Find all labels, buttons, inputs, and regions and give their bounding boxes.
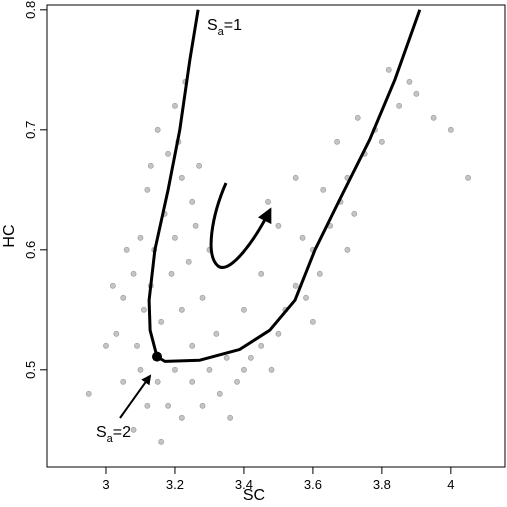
scatter-point xyxy=(130,426,137,433)
scatter-point xyxy=(147,162,154,169)
scatter-point xyxy=(168,270,175,277)
scatter-point xyxy=(213,330,220,337)
x-tick-label: 4 xyxy=(447,477,454,492)
scatter-point xyxy=(216,390,223,397)
scatter-point xyxy=(258,270,265,277)
plot-area xyxy=(85,9,471,445)
scatter-point xyxy=(141,306,147,313)
y-axis-title: HC xyxy=(1,224,18,247)
scatter-point xyxy=(385,66,392,73)
scatter-point xyxy=(303,294,309,301)
scatter-point xyxy=(120,378,127,385)
plot-frame xyxy=(46,4,506,468)
scatter-point xyxy=(351,210,358,217)
scatter-point xyxy=(292,174,299,181)
annotation-sub: a xyxy=(107,433,114,445)
scatter-point xyxy=(165,150,171,157)
scatter-point xyxy=(189,342,196,349)
curve xyxy=(147,9,422,363)
scatter-point xyxy=(144,186,151,193)
scatter-point xyxy=(185,258,192,265)
annotation-main: S xyxy=(96,424,107,441)
scatter-point xyxy=(172,102,178,109)
scatter-point xyxy=(196,162,202,169)
scatter-point xyxy=(396,102,403,109)
scatter-point xyxy=(320,186,327,193)
x-tick-label: 3.8 xyxy=(373,477,391,492)
scatter-point xyxy=(172,234,178,241)
direction-arrow xyxy=(209,182,272,269)
annotation-main: S xyxy=(207,17,218,34)
scatter-point xyxy=(430,114,437,121)
scatter-point xyxy=(234,378,240,385)
scatter-point xyxy=(241,306,247,313)
scatter-point xyxy=(265,198,271,205)
scatter-point xyxy=(109,282,116,289)
scatter-point xyxy=(189,198,196,205)
scatter-point xyxy=(192,222,199,229)
scatter-point xyxy=(354,114,361,121)
scatter-point xyxy=(316,270,323,277)
y-tick-label: 0.5 xyxy=(23,361,38,379)
scatter-point xyxy=(275,222,282,229)
annotation: Sa=2 xyxy=(96,424,131,445)
x-axis-title: SC xyxy=(243,487,265,504)
scatter-point xyxy=(137,366,144,373)
x-tick-label: 3 xyxy=(102,477,109,492)
annotation-sub: a xyxy=(218,26,225,38)
scatter-point xyxy=(299,234,306,241)
annotation: Sa=1 xyxy=(207,17,242,38)
scatter-point xyxy=(199,402,206,409)
scatter-point xyxy=(120,294,127,301)
scatter-point xyxy=(241,366,247,373)
scatter-point xyxy=(258,342,265,349)
scatter-point xyxy=(199,294,206,301)
scatter-point xyxy=(103,342,109,349)
scatter-point xyxy=(334,138,340,145)
scatter-point xyxy=(130,270,137,277)
scatter-point xyxy=(85,390,92,397)
y-tick-label: 0.6 xyxy=(23,241,38,259)
scatter-point xyxy=(189,378,196,385)
scatter-point xyxy=(406,78,413,85)
scatter-point xyxy=(123,246,130,253)
annotation-rest: =2 xyxy=(113,424,131,441)
scatter-point xyxy=(447,126,454,133)
scatter-point xyxy=(154,126,161,133)
marked-point xyxy=(152,351,163,362)
scatter-point xyxy=(137,234,144,241)
scatter-point xyxy=(275,330,282,337)
scatter-point xyxy=(378,138,385,145)
scatter-point xyxy=(413,90,420,97)
scatter-point xyxy=(158,318,165,325)
y-tick-label: 0.8 xyxy=(23,1,38,19)
scatter-point xyxy=(310,318,316,325)
scatter-point xyxy=(206,366,213,373)
scatter-point xyxy=(178,174,185,181)
scatter-point xyxy=(227,414,234,421)
scatter-point xyxy=(268,366,275,373)
scatter-point xyxy=(134,342,140,349)
scatter-point xyxy=(172,366,178,373)
scatter-point xyxy=(465,174,471,181)
x-tick-label: 3.6 xyxy=(304,477,322,492)
scatter-point xyxy=(165,402,171,409)
scatter-point xyxy=(247,354,254,361)
scatter-point xyxy=(223,354,230,361)
scatter-point xyxy=(178,414,185,421)
scatter-point xyxy=(292,282,299,289)
y-tick-label: 0.7 xyxy=(23,121,38,139)
scatter-point xyxy=(344,246,351,253)
x-tick-label: 3.4 xyxy=(235,477,253,492)
scatter-point xyxy=(178,306,185,313)
scatter-point xyxy=(154,378,161,385)
scatter-point xyxy=(144,402,151,409)
pointer-arrow xyxy=(119,374,152,419)
scatter-point xyxy=(158,438,165,445)
annotation-rest: =1 xyxy=(224,17,242,34)
scatter-point xyxy=(113,330,120,337)
x-tick-label: 3.2 xyxy=(166,477,184,492)
